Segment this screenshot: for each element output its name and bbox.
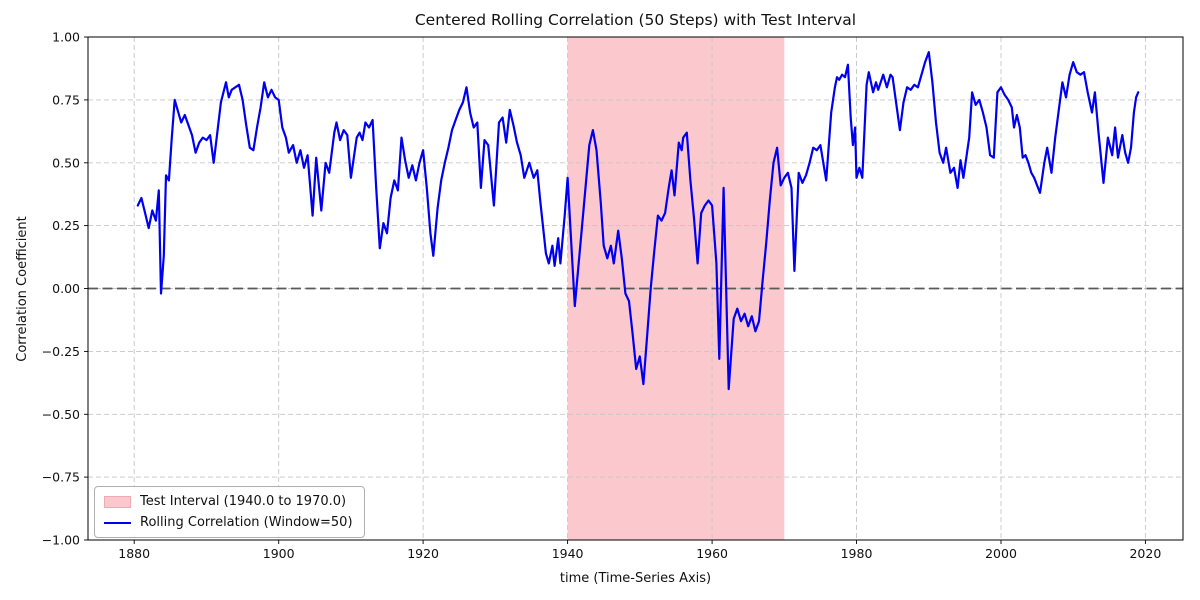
y-tick-label: 1.00 xyxy=(52,30,80,45)
x-axis-label: time (Time-Series Axis) xyxy=(559,571,712,586)
legend: Test Interval (1940.0 to 1970.0) Rolling… xyxy=(94,486,365,538)
x-tick-label: 1960 xyxy=(696,546,728,561)
y-tick-label: −0.50 xyxy=(42,407,80,422)
legend-item-rolling-correlation: Rolling Correlation (Window=50) xyxy=(104,514,353,531)
rolling-correlation-swatch xyxy=(104,521,131,524)
chart-title: Centered Rolling Correlation (50 Steps) … xyxy=(414,11,857,29)
legend-label-test-interval: Test Interval (1940.0 to 1970.0) xyxy=(140,494,347,509)
y-axis-label: Correlation Coefficient xyxy=(15,216,30,362)
y-tick-label: 0.75 xyxy=(52,92,80,107)
x-tick-label: 1940 xyxy=(552,546,584,561)
y-tick-label: −0.25 xyxy=(42,344,80,359)
x-tick-label: 1980 xyxy=(841,546,873,561)
x-tick-label: 1920 xyxy=(407,546,439,561)
y-tick-label: 0.00 xyxy=(52,281,80,296)
test-interval-swatch xyxy=(104,495,131,508)
legend-item-test-interval: Test Interval (1940.0 to 1970.0) xyxy=(104,493,353,510)
x-tick-label: 1900 xyxy=(263,546,295,561)
legend-label-rolling-correlation: Rolling Correlation (Window=50) xyxy=(140,515,353,530)
x-tick-label: 2000 xyxy=(985,546,1017,561)
y-tick-label: 0.50 xyxy=(52,155,80,170)
rolling-correlation-line xyxy=(136,50,1140,391)
x-tick-label: 2020 xyxy=(1129,546,1161,561)
x-tick-label: 1880 xyxy=(118,546,150,561)
y-tick-label: −0.75 xyxy=(42,470,80,485)
y-tick-label: −1.00 xyxy=(42,533,80,548)
y-tick-label: 0.25 xyxy=(52,218,80,233)
